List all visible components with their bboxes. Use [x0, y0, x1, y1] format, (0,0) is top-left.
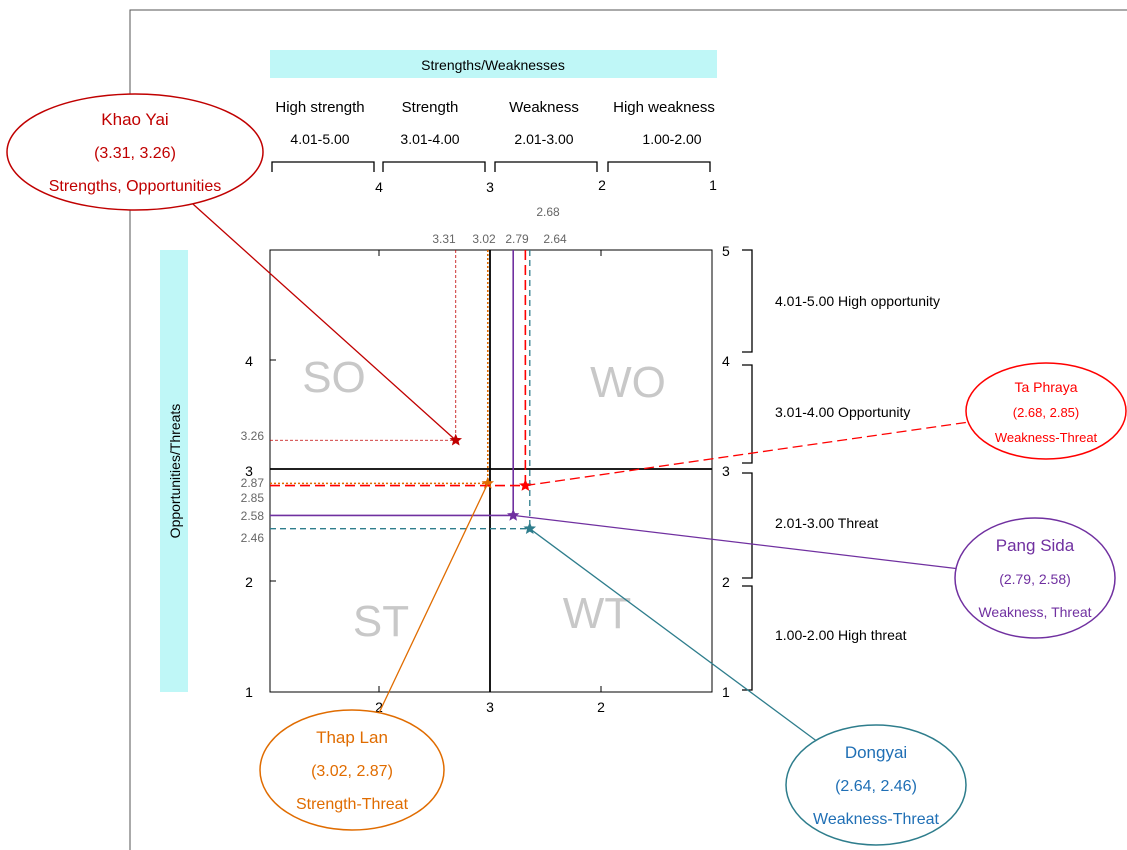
- top-tick-4: 4: [375, 179, 383, 195]
- callout-ellipse: [785, 724, 967, 846]
- quadrant-st: ST: [353, 597, 409, 646]
- callout-coords: (2.68, 2.85): [1013, 405, 1080, 420]
- quadrant-so: SO: [302, 353, 366, 402]
- callout-dongyai: Dongyai (2.64, 2.46) Weakness-Threat: [529, 528, 967, 846]
- x-tick-label: 2: [597, 699, 605, 715]
- right-band-threat: 2.01-3.00 Threat: [775, 515, 878, 531]
- band-name-weakness: Weakness: [509, 99, 579, 116]
- y-value-label: 2.85: [241, 491, 265, 505]
- right-tick-label: 4: [722, 353, 730, 369]
- callout-ellipse: [6, 93, 264, 211]
- band-name-high-strength: High strength: [275, 99, 364, 116]
- y-tick-label: 2: [245, 574, 253, 590]
- y-value-label: 2.87: [241, 476, 265, 490]
- y-title-box: [160, 250, 188, 692]
- right-bracket-opportunity: [742, 364, 753, 464]
- callout-connector: [378, 483, 489, 713]
- callout-pang-sida: Pang Sida (2.79, 2.58) Weakness, Threat: [513, 514, 1116, 639]
- callout-name: Khao Yai: [101, 110, 168, 129]
- series-ta-phraya: 2.68 2.85: [241, 205, 560, 505]
- top-bracket-strength: [382, 161, 486, 172]
- callout-connector: [513, 514, 957, 570]
- callout-name: Dongyai: [845, 743, 907, 762]
- callout-ellipse: [954, 517, 1116, 639]
- right-bracket-high-threat: [742, 585, 753, 691]
- top-bracket-high-weakness: [607, 161, 711, 172]
- callout-ellipse: [259, 709, 445, 831]
- right-band-opportunity: 3.01-4.00 Opportunity: [775, 404, 910, 420]
- right-brackets: [742, 249, 753, 691]
- band-range-high-weakness: 1.00-2.00: [642, 131, 701, 147]
- x-value-label: 2.64: [543, 232, 567, 246]
- series-pang-sida: 2.79 2.58: [241, 232, 529, 523]
- callout-category: Weakness, Threat: [978, 604, 1091, 620]
- quadrant-wt: WT: [563, 589, 631, 638]
- band-range-high-strength: 4.01-5.00: [290, 131, 349, 147]
- y-tick-label: 4: [245, 353, 253, 369]
- plot-ticks: [270, 250, 602, 692]
- callout-name: Thap Lan: [316, 728, 388, 747]
- right-bracket-threat: [742, 472, 753, 579]
- right-tick-label: 5: [722, 243, 730, 259]
- y-value-label: 3.26: [241, 429, 265, 443]
- callout-category: Weakness-Threat: [813, 811, 940, 828]
- callout-category: Strength-Threat: [296, 796, 409, 813]
- callout-coords: (3.02, 2.87): [311, 763, 393, 780]
- callout-connector: [529, 528, 817, 741]
- page-frame: [129, 9, 1127, 850]
- x-value-label: 3.31: [432, 232, 456, 246]
- top-brackets: [271, 161, 711, 172]
- band-range-strength: 3.01-4.00: [400, 131, 459, 147]
- x-axis-title: Strengths/Weaknesses: [421, 57, 565, 73]
- top-bracket-weakness: [494, 161, 598, 172]
- callout-khao-yai: Khao Yai (3.31, 3.26) Strengths, Opportuni…: [6, 93, 457, 441]
- callout-coords: (2.64, 2.46): [835, 778, 917, 795]
- right-tick-label: 1: [722, 684, 730, 700]
- callout-ellipse: [965, 362, 1127, 460]
- right-bracket-high-opportunity: [742, 249, 753, 353]
- y-value-label: 2.58: [241, 509, 265, 523]
- series-layer: 3.31 3.26 3.02 2.87 2.79 2.58 2.68 2.85 2.64 2.46: [241, 205, 567, 545]
- callout-layer: Khao Yai (3.31, 3.26) Strengths, Opportuni…: [6, 93, 1127, 846]
- right-tick-label: 3: [722, 463, 730, 479]
- callout-coords: (3.31, 3.26): [94, 145, 176, 162]
- band-range-weakness: 2.01-3.00: [514, 131, 573, 147]
- x-value-label: 2.79: [505, 232, 529, 246]
- callout-category: Strengths, Opportunities: [49, 178, 222, 195]
- callout-category: Weakness-Threat: [995, 430, 1098, 445]
- series-khao-yai: 3.31 3.26: [241, 232, 463, 446]
- x-tick-label: 3: [486, 699, 494, 715]
- y-axis-title: Opportunities/Threats: [167, 404, 183, 539]
- plot-area: [269, 249, 713, 693]
- callout-ta-phraya: Ta Phraya (2.68, 2.85) Weakness-Threat: [525, 362, 1127, 487]
- top-tick-2: 2: [598, 177, 606, 193]
- x-tick-label: 2: [375, 699, 383, 715]
- right-band-high-threat: 1.00-2.00 High threat: [775, 627, 907, 643]
- right-band-high-opportunity: 4.01-5.00 High opportunity: [775, 293, 940, 309]
- y-value-label: 2.46: [241, 531, 265, 545]
- callout-coords: (2.79, 2.58): [999, 571, 1071, 587]
- x-title-box: [270, 50, 717, 78]
- y-tick-label: 3: [245, 463, 253, 479]
- callout-connector: [192, 203, 457, 441]
- series-thap-lan: 3.02 2.87: [241, 232, 496, 490]
- callout-name: Ta Phraya: [1014, 379, 1077, 395]
- band-name-strength: Strength: [402, 99, 459, 116]
- y-tick-label: 1: [245, 684, 253, 700]
- quadrant-wo: WO: [590, 358, 666, 407]
- top-tick-3: 3: [486, 179, 494, 195]
- x-value-label: 2.68: [536, 205, 560, 219]
- top-bracket-high-strength: [271, 161, 375, 172]
- data-point: [507, 508, 520, 521]
- top-tick-1: 1: [709, 177, 717, 193]
- callout-thap-lan: Thap Lan (3.02, 2.87) Strength-Threat: [259, 483, 489, 831]
- series-dongyai: 2.64 2.46: [241, 232, 567, 545]
- x-value-label: 3.02: [472, 232, 496, 246]
- right-tick-label: 2: [722, 574, 730, 590]
- callout-name: Pang Sida: [996, 536, 1075, 555]
- band-name-high-weakness: High weakness: [613, 99, 715, 116]
- callout-connector: [525, 421, 969, 487]
